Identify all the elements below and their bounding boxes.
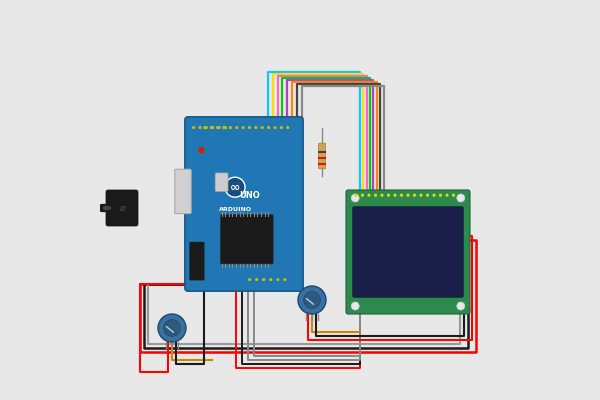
Circle shape <box>262 278 265 281</box>
Circle shape <box>367 194 371 197</box>
Circle shape <box>229 126 232 129</box>
Circle shape <box>223 126 226 129</box>
Circle shape <box>355 194 358 197</box>
Circle shape <box>304 292 320 308</box>
Circle shape <box>439 194 442 197</box>
Circle shape <box>218 126 221 129</box>
FancyBboxPatch shape <box>190 242 205 280</box>
Circle shape <box>216 126 219 129</box>
Circle shape <box>276 278 280 281</box>
Circle shape <box>254 126 257 129</box>
Circle shape <box>203 126 206 129</box>
FancyBboxPatch shape <box>319 143 326 169</box>
Circle shape <box>269 278 272 281</box>
FancyBboxPatch shape <box>175 169 191 214</box>
FancyBboxPatch shape <box>215 173 228 191</box>
Circle shape <box>242 126 245 129</box>
Circle shape <box>260 126 264 129</box>
Circle shape <box>209 126 213 129</box>
Circle shape <box>280 126 283 129</box>
Circle shape <box>413 194 416 197</box>
Circle shape <box>445 194 449 197</box>
Circle shape <box>224 126 227 129</box>
Circle shape <box>457 194 465 202</box>
Circle shape <box>452 194 455 197</box>
Circle shape <box>274 126 277 129</box>
Circle shape <box>387 194 390 197</box>
Circle shape <box>433 194 436 197</box>
Circle shape <box>374 194 377 197</box>
Circle shape <box>406 194 410 197</box>
Circle shape <box>205 126 208 129</box>
Circle shape <box>211 126 214 129</box>
Circle shape <box>419 194 422 197</box>
Circle shape <box>380 194 383 197</box>
Circle shape <box>235 126 238 129</box>
Circle shape <box>457 302 465 310</box>
Text: ∞: ∞ <box>230 181 240 194</box>
Circle shape <box>283 278 286 281</box>
Circle shape <box>158 314 186 342</box>
Circle shape <box>164 320 181 336</box>
Circle shape <box>267 126 270 129</box>
FancyBboxPatch shape <box>220 214 273 264</box>
Circle shape <box>225 177 245 197</box>
Circle shape <box>394 194 397 197</box>
FancyBboxPatch shape <box>106 190 138 226</box>
Text: UNO: UNO <box>239 191 260 200</box>
Circle shape <box>255 278 258 281</box>
Circle shape <box>286 126 289 129</box>
Circle shape <box>426 194 429 197</box>
FancyBboxPatch shape <box>353 207 463 297</box>
Circle shape <box>192 126 195 129</box>
Circle shape <box>351 302 359 310</box>
FancyBboxPatch shape <box>346 190 470 314</box>
FancyBboxPatch shape <box>185 117 303 291</box>
Circle shape <box>400 194 403 197</box>
Circle shape <box>199 126 202 129</box>
Circle shape <box>351 194 359 202</box>
Circle shape <box>298 286 326 314</box>
Circle shape <box>198 147 205 154</box>
Text: ARDUINO: ARDUINO <box>218 206 251 212</box>
Circle shape <box>361 194 364 197</box>
Circle shape <box>248 126 251 129</box>
Text: ⌀: ⌀ <box>120 203 126 213</box>
Circle shape <box>248 278 251 281</box>
